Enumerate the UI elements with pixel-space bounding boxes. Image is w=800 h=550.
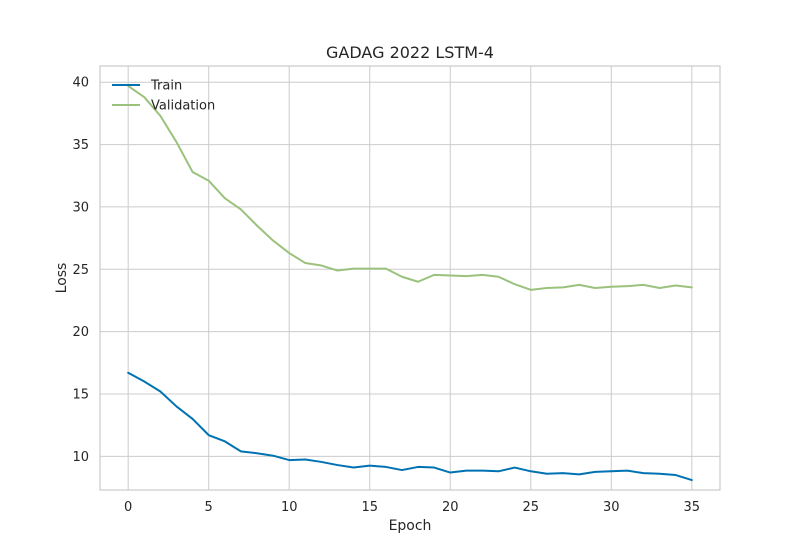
legend-label-validation: Validation (151, 99, 215, 114)
y-tick-labels: 10 15 20 25 30 35 40 (72, 76, 89, 465)
y-tick-label: 35 (72, 138, 89, 153)
y-tick-label: 10 (72, 450, 89, 465)
x-tick-label: 25 (523, 500, 540, 515)
legend: Train Validation (112, 79, 215, 114)
x-axis-title: Epoch (389, 518, 432, 534)
plot-area (99, 65, 721, 491)
chart-title: GADAG 2022 LSTM-4 (326, 43, 494, 62)
legend-label-train: Train (150, 79, 182, 94)
series-lines (127, 84, 693, 482)
y-tick-label: 15 (72, 387, 89, 402)
series-line-validation (127, 84, 693, 291)
y-tick-label: 20 (72, 325, 89, 340)
x-tick-label: 0 (124, 500, 132, 515)
x-tick-label: 30 (603, 500, 620, 515)
series-line-train (127, 371, 693, 482)
y-tick-label: 30 (72, 200, 89, 215)
x-tick-label: 35 (684, 500, 701, 515)
grid-lines (100, 66, 720, 490)
x-tick-labels: 0 5 10 15 20 25 30 35 (124, 500, 700, 515)
x-tick-label: 5 (205, 500, 213, 515)
x-tick-label: 15 (361, 500, 378, 515)
y-axis-title: Loss (54, 263, 70, 294)
x-tick-label: 20 (442, 500, 459, 515)
y-tick-label: 25 (72, 263, 89, 278)
y-tick-label: 40 (72, 76, 89, 91)
x-tick-label: 10 (281, 500, 298, 515)
